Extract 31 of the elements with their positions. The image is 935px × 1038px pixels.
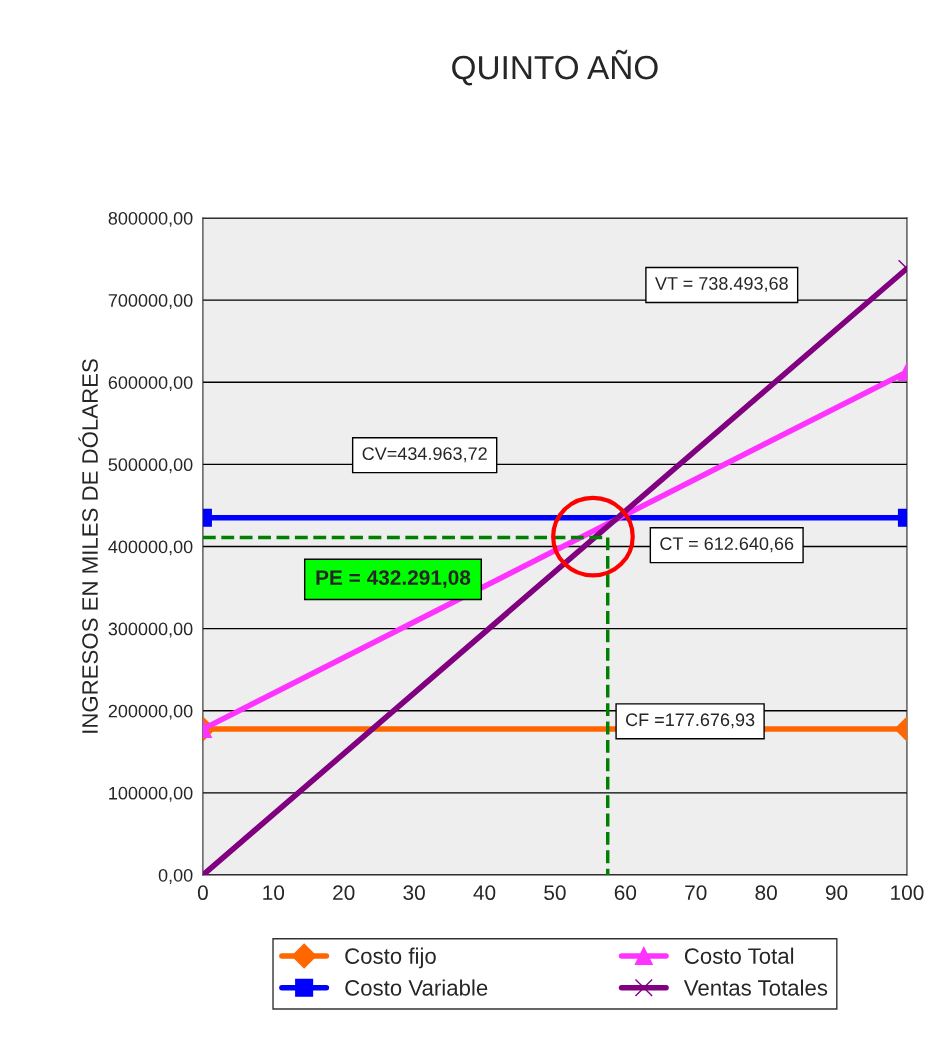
- x-tick-label: 60: [614, 885, 637, 901]
- x-tick-label: 10: [263, 885, 285, 901]
- annotation: CF =177.676,93: [626, 713, 755, 729]
- x-tick-label: 40: [473, 885, 496, 901]
- y-tick-label: 500000,00: [108, 458, 193, 474]
- annotation: PE = 432.291,08: [316, 570, 471, 588]
- y-tick-label: 600000,00: [108, 376, 193, 392]
- x-tick-label: 100: [891, 885, 924, 901]
- annotation: CV=434.963,72: [362, 447, 487, 463]
- legend-label: Costo fijo: [345, 947, 436, 969]
- y-tick-label: 400000,00: [108, 540, 193, 556]
- x-tick-label: 80: [755, 885, 777, 901]
- y-axis-title: INGRESOS EN MILES DE DÓLARES: [78, 359, 98, 733]
- y-tick-label: 300000,00: [108, 622, 193, 638]
- annotation: VT = 738.493,68: [655, 277, 788, 292]
- x-tick-label: 30: [403, 885, 425, 901]
- y-tick-label: 700000,00: [108, 294, 193, 309]
- legend-label: Ventas Totales: [683, 979, 828, 996]
- legend-label: Costo Total: [684, 947, 794, 964]
- legend-label: Costo Variable: [345, 979, 488, 996]
- chart-title: QUINTO AÑO: [452, 49, 658, 86]
- y-tick-label: 800000,00: [108, 211, 193, 227]
- x-tick-label: 0: [197, 885, 208, 901]
- annotation: CT = 612.640,66: [660, 537, 794, 553]
- x-tick-label: 50: [544, 885, 566, 901]
- x-tick-label: 20: [333, 885, 355, 901]
- y-tick-label: 0,00: [158, 868, 193, 884]
- y-tick-label: 100000,00: [109, 786, 193, 802]
- y-tick-label: 200000,00: [108, 704, 193, 720]
- x-tick-label: 90: [825, 885, 848, 901]
- x-tick-label: 70: [685, 885, 707, 901]
